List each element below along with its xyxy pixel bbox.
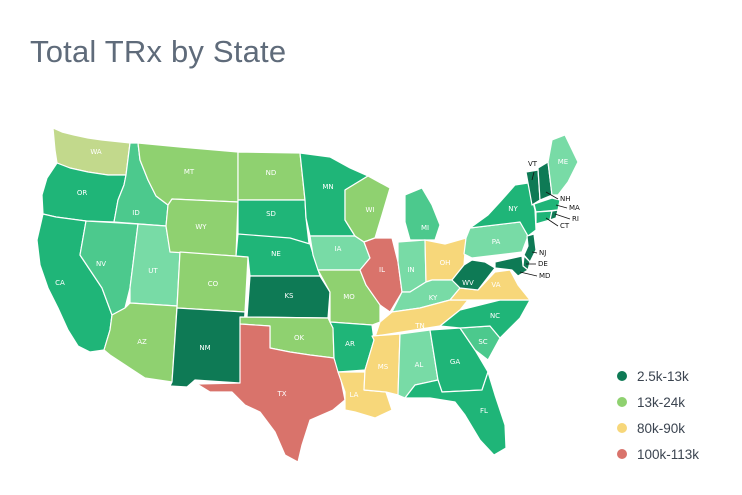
state-label-ga: GA	[450, 358, 460, 366]
state-label-or: OR	[77, 189, 88, 197]
legend-swatch-2	[617, 397, 627, 407]
legend-label-2: 13k-24k	[637, 394, 686, 410]
state-label-in: IN	[407, 266, 414, 274]
state-label-nc: NC	[490, 312, 500, 320]
state-ks[interactable]	[246, 275, 331, 319]
state-label-mo: MO	[343, 293, 355, 301]
leader-line-nh	[545, 191, 559, 200]
state-il[interactable]	[359, 237, 403, 313]
state-label-me: ME	[558, 158, 568, 166]
state-label-mn: MN	[322, 183, 333, 191]
state-label-ar: AR	[345, 340, 355, 348]
legend-item-1[interactable]: 2.5k-13k	[617, 363, 699, 389]
legend-item-2[interactable]: 13k-24k	[617, 389, 699, 415]
state-label-ca: CA	[55, 279, 65, 287]
state-wv[interactable]	[451, 259, 496, 291]
legend-label-3: 80k-90k	[637, 420, 686, 436]
state-label-ny: NY	[508, 205, 518, 213]
state-fl[interactable]	[404, 371, 507, 456]
state-label-nh: NH	[560, 195, 571, 203]
state-label-nj: NJ	[539, 249, 546, 257]
state-md[interactable]	[494, 255, 529, 277]
state-ma[interactable]	[533, 197, 561, 213]
legend-item-4[interactable]: 100k-113k	[617, 441, 699, 467]
state-label-ut: UT	[148, 267, 158, 275]
leader-line-ct	[545, 217, 559, 227]
page-title: Total TRx by State	[30, 34, 287, 69]
state-label-nd: ND	[266, 169, 277, 177]
state-label-ms: MS	[378, 363, 389, 371]
state-label-mi: MI	[421, 224, 429, 232]
state-label-ri: RI	[572, 215, 579, 223]
state-label-sd: SD	[266, 210, 276, 218]
state-label-ia: IA	[335, 245, 342, 253]
state-label-sc: SC	[478, 338, 487, 346]
legend-label-4: 100k-113k	[637, 446, 700, 462]
state-label-tx: TX	[276, 390, 286, 398]
legend-swatch-4	[617, 449, 627, 459]
state-label-va: VA	[491, 281, 500, 289]
state-label-nv: NV	[96, 260, 106, 268]
state-mi[interactable]	[404, 187, 441, 241]
state-label-id: ID	[132, 209, 139, 217]
legend-item-3[interactable]: 80k-90k	[617, 415, 699, 441]
state-label-md: MD	[539, 272, 550, 280]
state-label-wy: WY	[195, 223, 207, 231]
state-ia[interactable]	[309, 235, 371, 271]
state-label-wv: WV	[462, 279, 474, 287]
legend: 2.5k-13k 13k-24k 80k-90k 100k-113k	[617, 363, 699, 467]
state-tx[interactable]	[196, 323, 346, 463]
state-label-de: DE	[538, 260, 548, 268]
state-label-ks: KS	[284, 292, 294, 300]
state-label-wa: WA	[90, 148, 102, 156]
leader-line-nj	[531, 251, 538, 254]
state-label-ne: NE	[271, 250, 281, 258]
state-label-la: LA	[350, 391, 359, 399]
state-label-al: AL	[415, 361, 424, 369]
leader-line-vt	[531, 171, 535, 181]
state-label-mt: MT	[184, 168, 195, 176]
state-label-fl: FL	[480, 407, 488, 415]
state-label-tn: TN	[414, 322, 425, 330]
state-label-pa: PA	[492, 238, 501, 246]
state-label-oh: OH	[440, 259, 451, 267]
state-ar[interactable]	[329, 321, 375, 373]
legend-swatch-1	[617, 371, 627, 381]
state-label-ma: MA	[569, 204, 580, 212]
state-me[interactable]	[547, 134, 579, 196]
state-label-co: CO	[208, 280, 219, 288]
leader-line-ma	[555, 204, 568, 209]
leader-line-md	[519, 271, 538, 277]
state-label-ok: OK	[294, 334, 305, 342]
state-label-ct: CT	[560, 222, 570, 230]
state-nc[interactable]	[439, 299, 531, 339]
legend-label-1: 2.5k-13k	[637, 368, 689, 384]
state-label-vt: VT	[528, 160, 538, 168]
state-label-wi: WI	[366, 206, 375, 214]
state-ri[interactable]	[549, 209, 559, 221]
legend-swatch-3	[617, 423, 627, 433]
state-label-il: IL	[379, 266, 385, 274]
state-label-ky: KY	[429, 294, 438, 302]
state-label-nm: NM	[199, 344, 210, 352]
state-ct[interactable]	[535, 210, 553, 225]
leader-line-ri	[554, 213, 571, 220]
state-label-az: AZ	[137, 338, 147, 346]
